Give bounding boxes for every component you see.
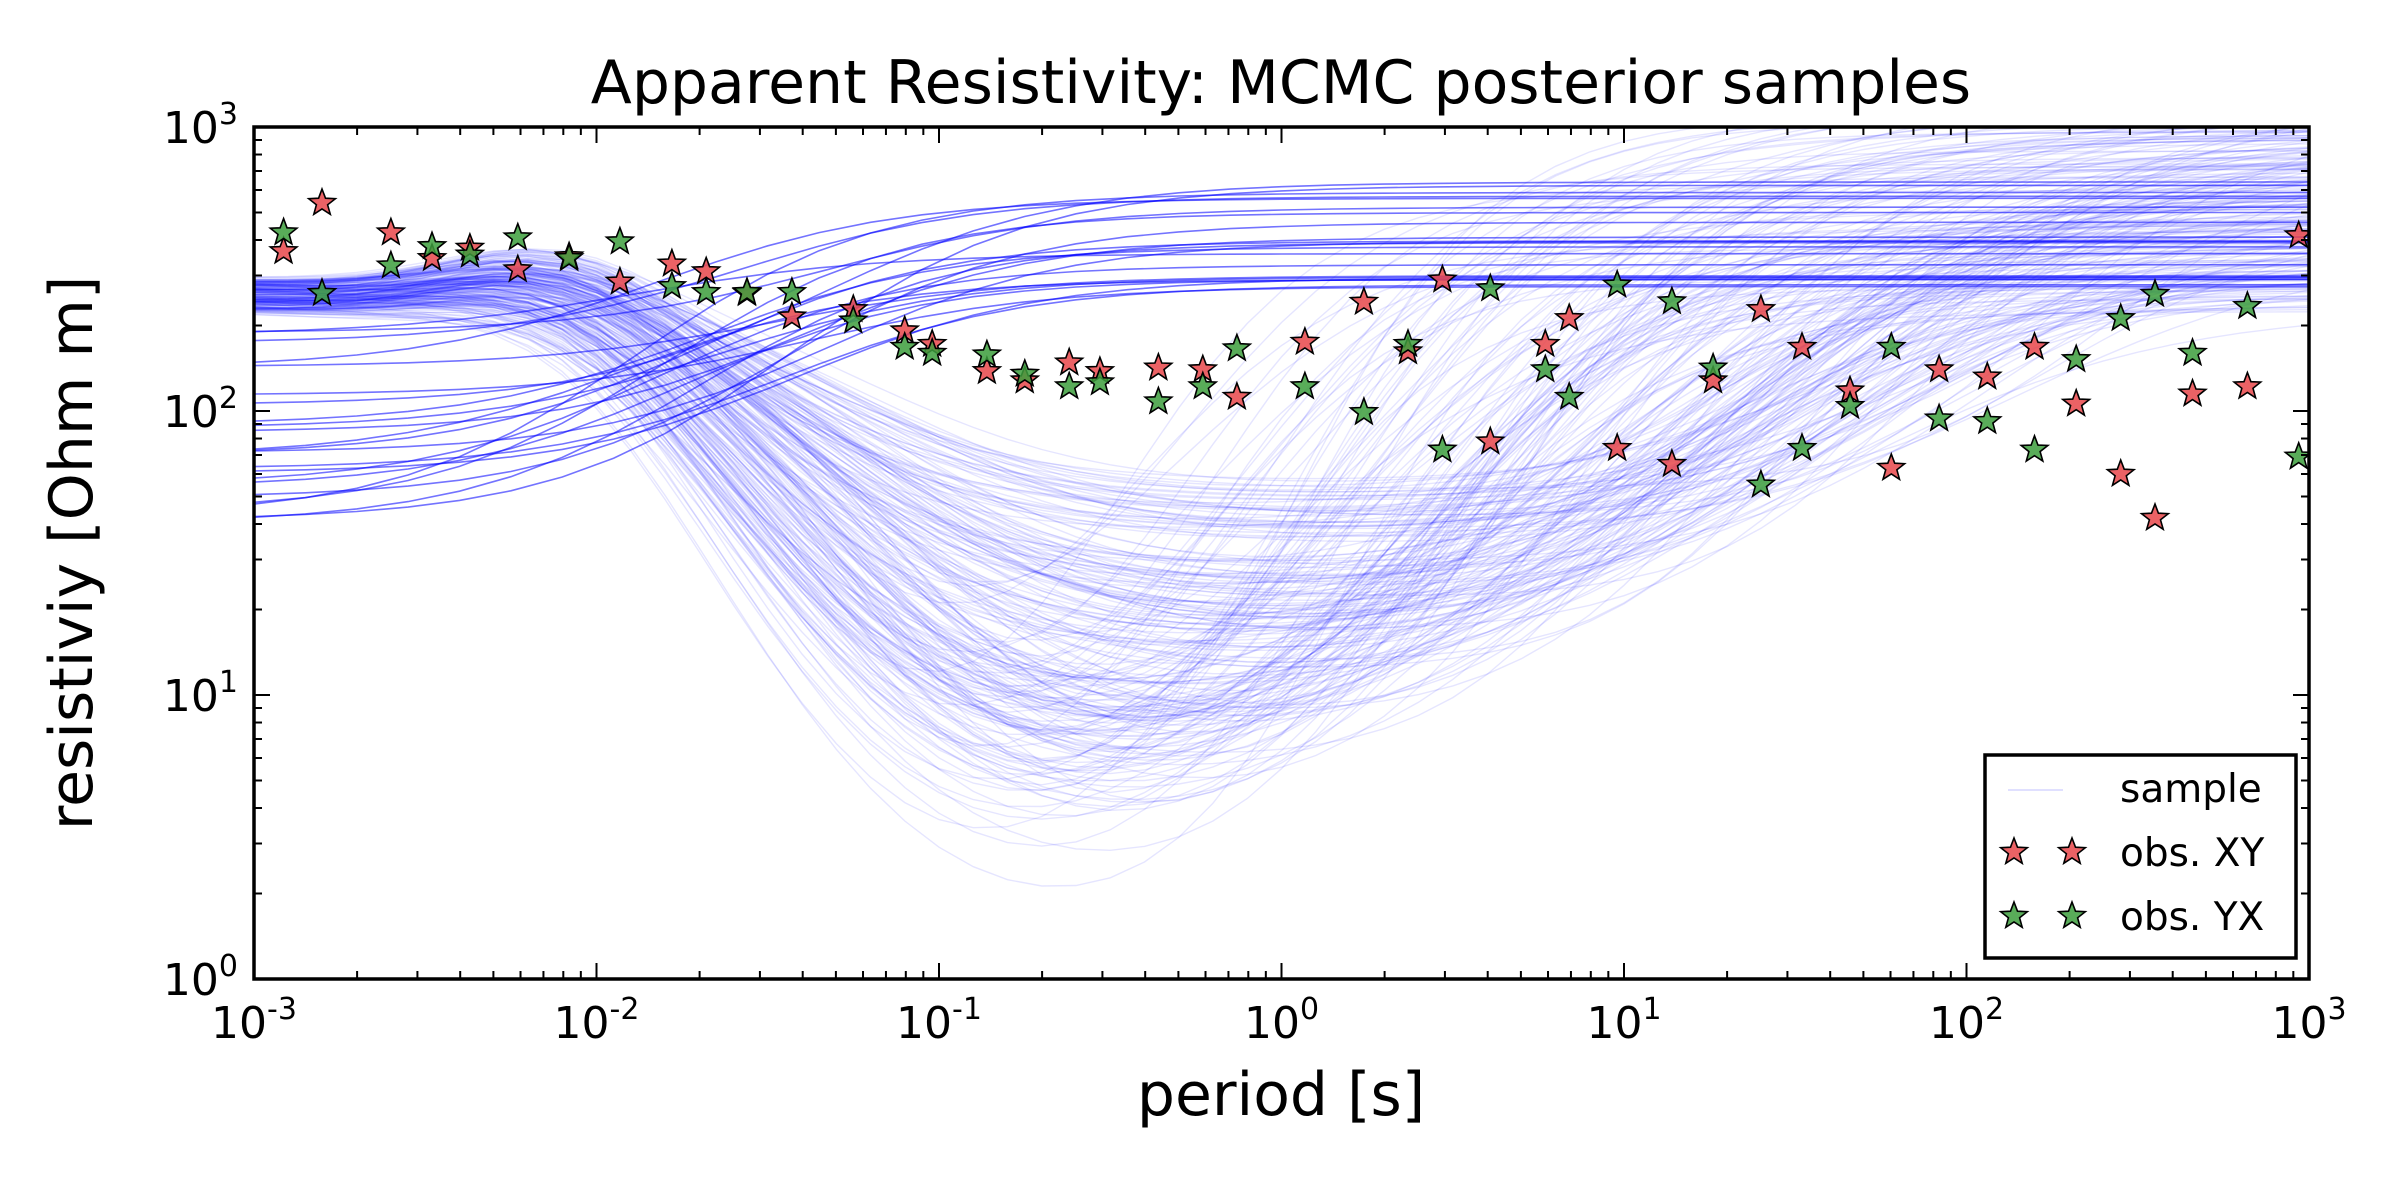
obs-xy-point bbox=[2063, 390, 2090, 415]
obs-yx-point bbox=[1087, 369, 1114, 394]
obs-yx-point bbox=[1189, 373, 1216, 398]
sample-curve bbox=[254, 288, 2309, 828]
obs-xy-point bbox=[2142, 504, 2169, 529]
obs-yx-point bbox=[607, 228, 634, 253]
x-tick-label: 10-2 bbox=[554, 992, 640, 1049]
x-tick-label: 102 bbox=[1929, 992, 2004, 1049]
obs-xy-point bbox=[270, 237, 297, 262]
obs-yx-point bbox=[1224, 335, 1251, 360]
y-axis-label: resistiviy [Ohm m] bbox=[37, 276, 107, 830]
x-tick-label: 10-3 bbox=[211, 992, 297, 1049]
sample-curve bbox=[254, 289, 2309, 819]
obs-yx-point bbox=[1056, 373, 1083, 398]
obs-yx-point bbox=[1351, 398, 1378, 423]
x-tick-label: 103 bbox=[2271, 992, 2346, 1049]
obs-xy-point bbox=[2179, 380, 2206, 405]
obs-xy-point bbox=[1224, 383, 1251, 408]
chart-title: Apparent Resistivity: MCMC posterior sam… bbox=[591, 48, 1971, 118]
obs-yx-point bbox=[779, 278, 806, 303]
y-tick-label: 103 bbox=[163, 97, 238, 154]
legend-xy-label: obs. XY bbox=[2120, 831, 2264, 876]
legend-yx-label: obs. YX bbox=[2120, 895, 2264, 940]
y-tick-label: 102 bbox=[163, 381, 238, 438]
x-tick-label: 10-1 bbox=[896, 992, 982, 1049]
obs-yx-point bbox=[1145, 388, 1172, 413]
y-tick-labels: 100101102103 bbox=[163, 97, 238, 1006]
obs-yx-point bbox=[1974, 407, 2001, 432]
obs-xy-point bbox=[378, 219, 405, 244]
obs-xy-point bbox=[1056, 349, 1083, 374]
obs-yx-point bbox=[2021, 436, 2048, 461]
x-tick-label: 101 bbox=[1586, 992, 1661, 1049]
obs-xy-point bbox=[2234, 373, 2261, 398]
x-axis-label: period [s] bbox=[1137, 1060, 1425, 1130]
x-tick-label: 100 bbox=[1244, 992, 1319, 1049]
legend: sample obs. XY obs. YX bbox=[1985, 755, 2296, 958]
obs-xy-point bbox=[309, 189, 336, 214]
sample-curve bbox=[254, 147, 2309, 610]
legend-sample-label: sample bbox=[2120, 767, 2262, 812]
obs-xy-point bbox=[1145, 354, 1172, 379]
y-tick-label: 101 bbox=[163, 665, 238, 722]
x-tick-labels: 10-3 10-2 10-1 100 101 102 103 bbox=[211, 992, 2347, 1049]
obs-yx-point bbox=[1292, 373, 1319, 398]
obs-yx-point bbox=[504, 224, 531, 249]
obs-xy-point bbox=[1351, 288, 1378, 313]
obs-yx-point bbox=[891, 333, 918, 358]
obs-xy-point bbox=[2107, 460, 2134, 485]
